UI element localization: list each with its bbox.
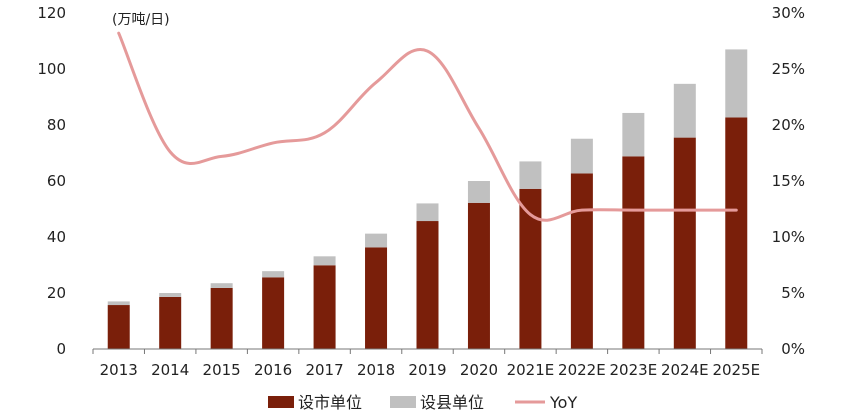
- x-tick-label-2022E: 2022E: [558, 361, 606, 379]
- x-tick-label-2020: 2020: [460, 361, 498, 379]
- y-right-tick-label: 15%: [772, 172, 805, 190]
- bar-city-2022E: [570, 173, 593, 349]
- x-tick-label-2021E: 2021E: [507, 361, 555, 379]
- bar-city-2025E: [725, 117, 748, 349]
- x-tick-label-2013: 2013: [100, 361, 138, 379]
- bar-city-2015: [210, 287, 233, 349]
- x-tick-label-2023E: 2023E: [610, 361, 658, 379]
- bar-city-2019: [416, 221, 439, 349]
- x-tick-label-2025E: 2025E: [712, 361, 760, 379]
- unit-label: (万吨/日): [112, 12, 170, 28]
- x-tick-label-2015: 2015: [203, 361, 241, 379]
- legend-swatch-city: [268, 396, 294, 408]
- y-right-tick-label: 20%: [772, 116, 805, 134]
- x-tick-label-2016: 2016: [254, 361, 292, 379]
- y-left-tick-label: 0: [56, 340, 66, 358]
- x-tick-label-2017: 2017: [305, 361, 343, 379]
- city-bars: [107, 117, 748, 349]
- y-right-tick-label: 10%: [772, 228, 805, 246]
- bar-city-2013: [107, 305, 130, 349]
- bar-county-2018: [365, 233, 388, 248]
- x-tick-label-2014: 2014: [151, 361, 189, 379]
- bar-county-2015: [210, 283, 233, 288]
- bar-county-2019: [416, 203, 439, 222]
- x-tick-label-2024E: 2024E: [661, 361, 709, 379]
- bar-county-2017: [313, 256, 336, 266]
- y-left-axis-ticks: 0 20 40 60 80 100 120: [37, 4, 66, 358]
- yoy-line: [117, 31, 738, 222]
- bar-city-2020: [467, 202, 490, 349]
- y-right-tick-label: 25%: [772, 60, 805, 78]
- bar-county-2016: [262, 271, 285, 278]
- y-right-axis-ticks: 0% 5% 10% 15% 20% 25% 30%: [772, 4, 805, 358]
- y-left-tick-label: 100: [37, 60, 66, 78]
- y-left-tick-label: 80: [47, 116, 66, 134]
- bar-county-2024E: [673, 83, 696, 138]
- bar-county-2020: [467, 181, 490, 203]
- y-left-tick-label: 20: [47, 284, 66, 302]
- bar-city-2021E: [519, 188, 542, 349]
- legend: 设市单位 设县单位 YoY: [268, 393, 577, 412]
- x-tick-label-2018: 2018: [357, 361, 395, 379]
- y-right-tick-label: 0%: [781, 340, 805, 358]
- bar-city-2018: [365, 247, 388, 349]
- bar-county-2021E: [519, 161, 542, 189]
- bar-city-2016: [262, 277, 285, 349]
- bar-city-2014: [159, 296, 182, 349]
- y-left-tick-label: 120: [37, 4, 66, 22]
- bar-city-2023E: [622, 156, 645, 349]
- bar-county-2023E: [622, 112, 645, 157]
- county-bars: [107, 49, 748, 306]
- legend-label-county: 设县单位: [420, 393, 484, 412]
- bar-city-2024E: [673, 137, 696, 349]
- x-tick-label-2019: 2019: [408, 361, 446, 379]
- bar-county-2022E: [570, 138, 593, 174]
- y-left-tick-label: 40: [47, 228, 66, 246]
- y-left-tick-label: 60: [47, 172, 66, 190]
- legend-swatch-county: [390, 396, 416, 408]
- bar-county-2014: [159, 293, 182, 297]
- bar-county-2025E: [725, 49, 748, 118]
- bar-city-2017: [313, 265, 336, 349]
- legend-label-yoy: YoY: [549, 393, 577, 412]
- y-right-tick-label: 5%: [781, 284, 805, 302]
- y-right-tick-label: 30%: [772, 4, 805, 22]
- x-axis-ticks: 2013 2014 2015 2016 2017 2018 2019 2020 2021E 202…: [92, 349, 763, 379]
- bar-county-2013: [107, 301, 130, 306]
- legend-label-city: 设市单位: [298, 393, 362, 412]
